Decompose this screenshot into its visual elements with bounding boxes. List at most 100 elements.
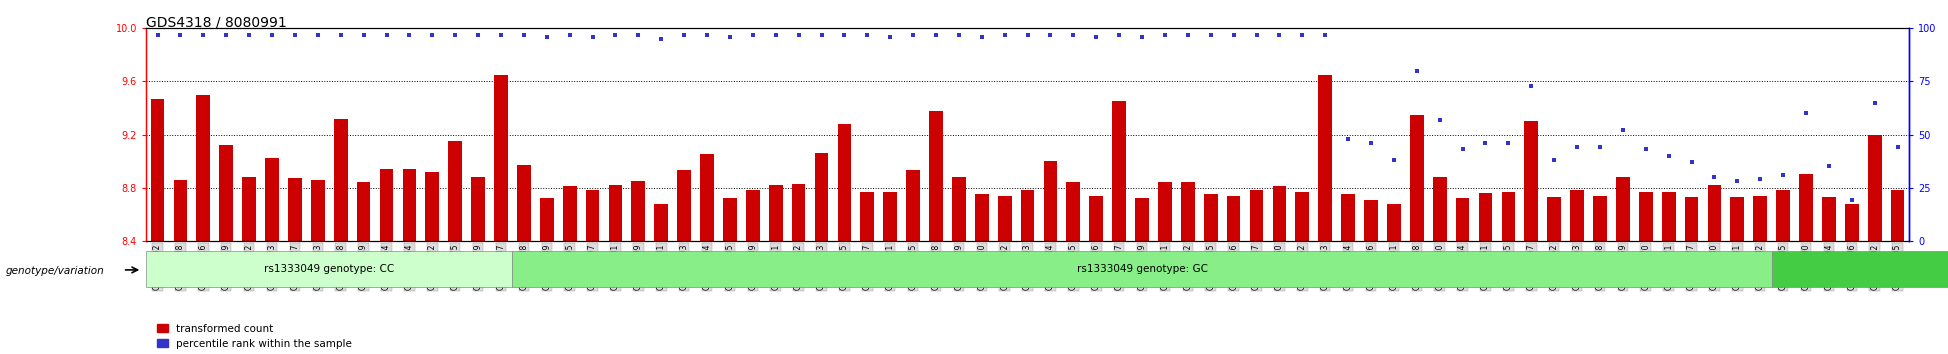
Bar xyxy=(1387,204,1401,241)
Bar xyxy=(1157,182,1173,241)
Point xyxy=(668,32,699,38)
Bar xyxy=(403,169,417,241)
Point xyxy=(1837,198,1868,203)
Bar xyxy=(540,198,553,241)
Bar xyxy=(1662,192,1675,241)
Point xyxy=(600,32,631,38)
Bar xyxy=(953,177,966,241)
Bar xyxy=(631,181,645,241)
Bar xyxy=(380,169,393,241)
Point xyxy=(1516,83,1547,88)
Bar xyxy=(150,99,164,241)
Bar xyxy=(1777,190,1790,241)
Bar xyxy=(1638,192,1652,241)
Point xyxy=(943,32,974,38)
Bar xyxy=(838,124,851,241)
Point xyxy=(1332,136,1364,142)
Bar xyxy=(1525,121,1539,241)
Bar xyxy=(1502,192,1516,241)
Bar xyxy=(1730,197,1743,241)
Bar xyxy=(448,141,462,241)
Point xyxy=(1675,159,1706,165)
Point xyxy=(1767,172,1798,178)
Point xyxy=(325,32,356,38)
Point xyxy=(1424,117,1455,122)
Point xyxy=(1264,32,1295,38)
Point xyxy=(508,32,540,38)
Point xyxy=(806,32,838,38)
Point xyxy=(851,32,882,38)
Point xyxy=(760,32,791,38)
Point xyxy=(210,32,242,38)
Point xyxy=(1356,140,1387,146)
Point xyxy=(462,32,493,38)
Point xyxy=(1722,178,1753,184)
Bar xyxy=(265,158,279,241)
Point xyxy=(1654,153,1685,159)
Point xyxy=(1126,34,1157,40)
Point xyxy=(875,34,906,40)
Bar xyxy=(563,186,577,241)
Bar xyxy=(1868,135,1882,241)
Point xyxy=(919,32,951,38)
Point xyxy=(990,32,1021,38)
Bar xyxy=(1892,190,1905,241)
Bar xyxy=(1455,198,1469,241)
Bar xyxy=(1753,195,1767,241)
Point xyxy=(1081,34,1112,40)
Bar xyxy=(861,192,875,241)
Bar xyxy=(197,95,210,241)
Bar xyxy=(1272,186,1286,241)
Point xyxy=(1401,68,1432,74)
Point xyxy=(370,32,401,38)
Bar xyxy=(1547,197,1560,241)
Point xyxy=(553,32,584,38)
Point xyxy=(736,32,768,38)
Bar xyxy=(1593,195,1607,241)
Point xyxy=(645,36,676,42)
Point xyxy=(1288,32,1319,38)
Point xyxy=(1379,157,1410,163)
Bar xyxy=(1044,161,1058,241)
Point xyxy=(1699,174,1730,180)
Point xyxy=(1218,32,1249,38)
Bar xyxy=(791,184,805,241)
Point xyxy=(1630,147,1662,152)
Point xyxy=(1241,32,1272,38)
Bar xyxy=(312,179,325,241)
Bar xyxy=(1295,192,1309,241)
Bar xyxy=(1227,195,1241,241)
Bar xyxy=(516,165,530,241)
Bar xyxy=(1021,190,1034,241)
Bar xyxy=(1112,101,1126,241)
Point xyxy=(166,32,197,38)
Point xyxy=(393,32,425,38)
Point xyxy=(1858,100,1890,105)
Point xyxy=(257,32,288,38)
Point xyxy=(1196,32,1227,38)
Point xyxy=(302,32,333,38)
Bar xyxy=(882,192,898,241)
FancyBboxPatch shape xyxy=(1771,251,1948,287)
Point xyxy=(1814,164,1845,169)
Bar xyxy=(1570,190,1584,241)
Bar xyxy=(1434,177,1447,241)
Bar xyxy=(1479,193,1492,241)
Bar xyxy=(471,177,485,241)
Bar xyxy=(974,194,990,241)
Bar xyxy=(586,190,600,241)
Point xyxy=(1745,176,1777,182)
Bar xyxy=(242,177,255,241)
Point xyxy=(1584,144,1615,150)
FancyBboxPatch shape xyxy=(512,251,1771,287)
Bar xyxy=(929,110,943,241)
Bar xyxy=(1136,198,1149,241)
Point xyxy=(279,32,310,38)
Bar xyxy=(1342,194,1356,241)
Point xyxy=(1309,32,1340,38)
Point xyxy=(966,34,997,40)
Point xyxy=(1790,110,1821,116)
Bar xyxy=(608,185,621,241)
Point xyxy=(1034,32,1066,38)
Point xyxy=(349,32,380,38)
